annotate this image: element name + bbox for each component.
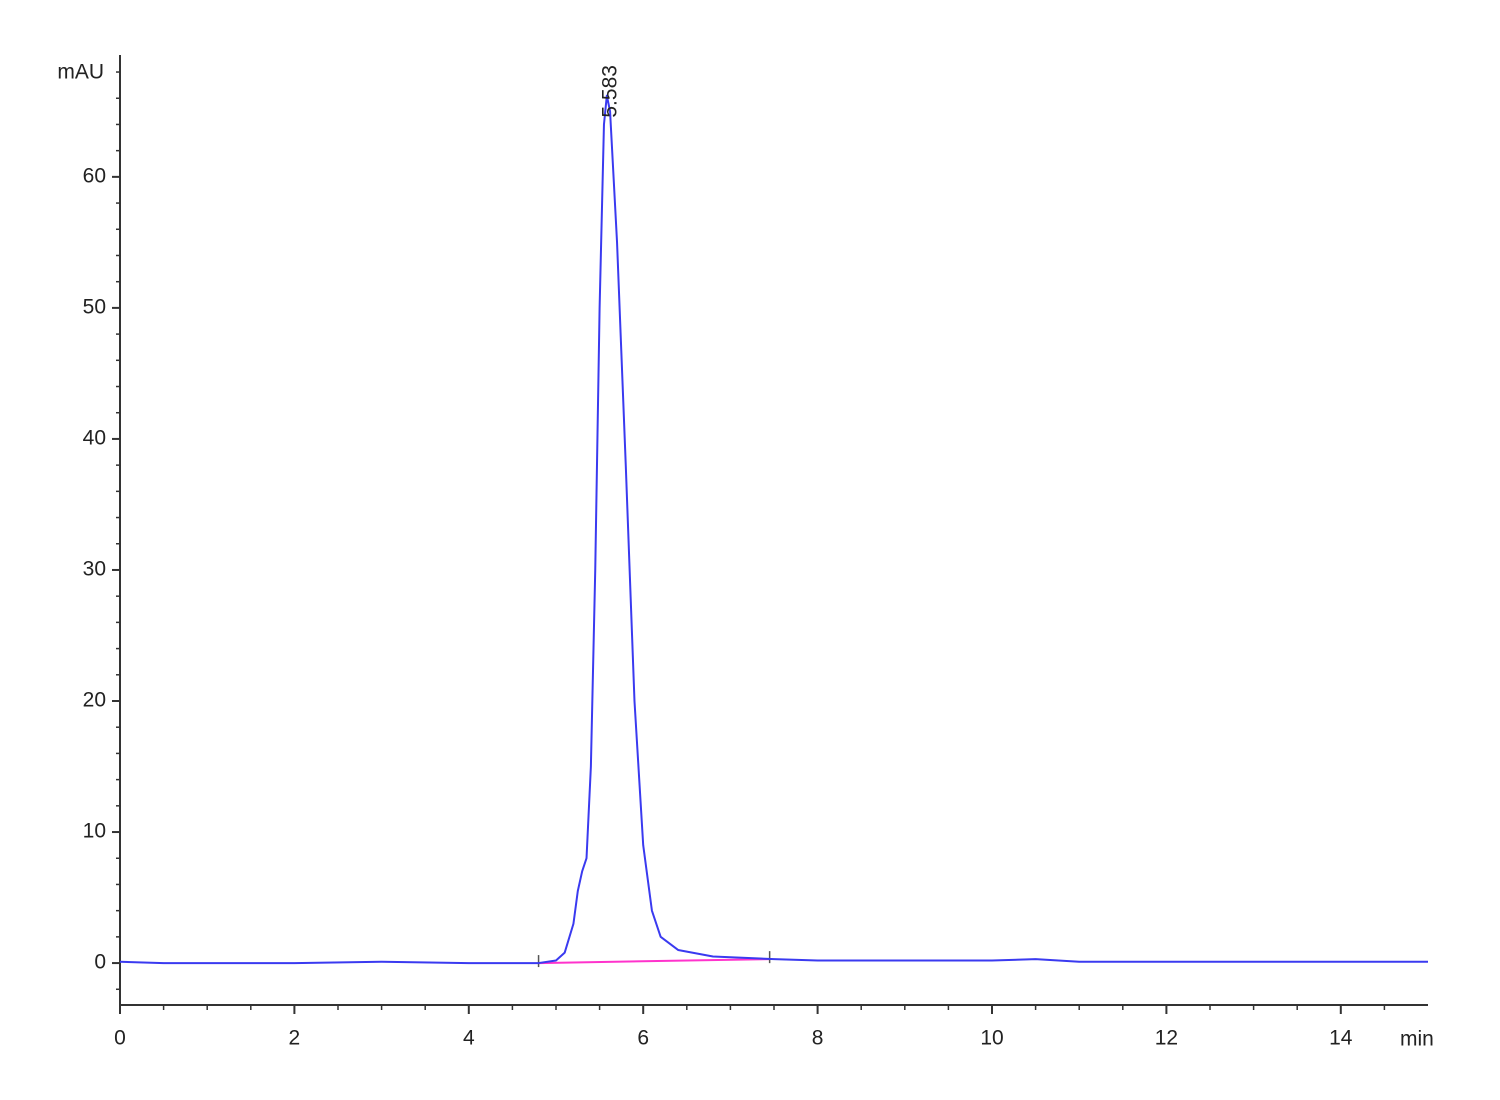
y-tick-label: 10 bbox=[83, 820, 106, 843]
x-tick-label: 10 bbox=[980, 1027, 1003, 1050]
x-tick-label: 0 bbox=[114, 1027, 126, 1050]
x-tick-label: 12 bbox=[1155, 1027, 1178, 1050]
x-tick-label: 2 bbox=[289, 1027, 301, 1050]
x-axis-label: min bbox=[1400, 1028, 1434, 1051]
y-tick-label: 40 bbox=[83, 426, 106, 449]
y-axis-label: mAU bbox=[57, 61, 104, 84]
y-tick-label: 20 bbox=[83, 689, 106, 712]
y-tick-label: 0 bbox=[94, 951, 106, 974]
peak-label: 5.583 bbox=[598, 65, 621, 118]
x-tick-label: 6 bbox=[637, 1027, 649, 1050]
chromatogram-line bbox=[119, 94, 1428, 965]
x-tick-label: 4 bbox=[463, 1027, 475, 1050]
y-tick-label: 50 bbox=[83, 295, 106, 318]
y-tick-label: 60 bbox=[83, 164, 106, 187]
x-tick-label: 8 bbox=[812, 1027, 824, 1050]
integration-baseline bbox=[538, 958, 770, 965]
x-tick-label: 14 bbox=[1329, 1027, 1353, 1050]
y-tick-label: 30 bbox=[83, 558, 106, 581]
